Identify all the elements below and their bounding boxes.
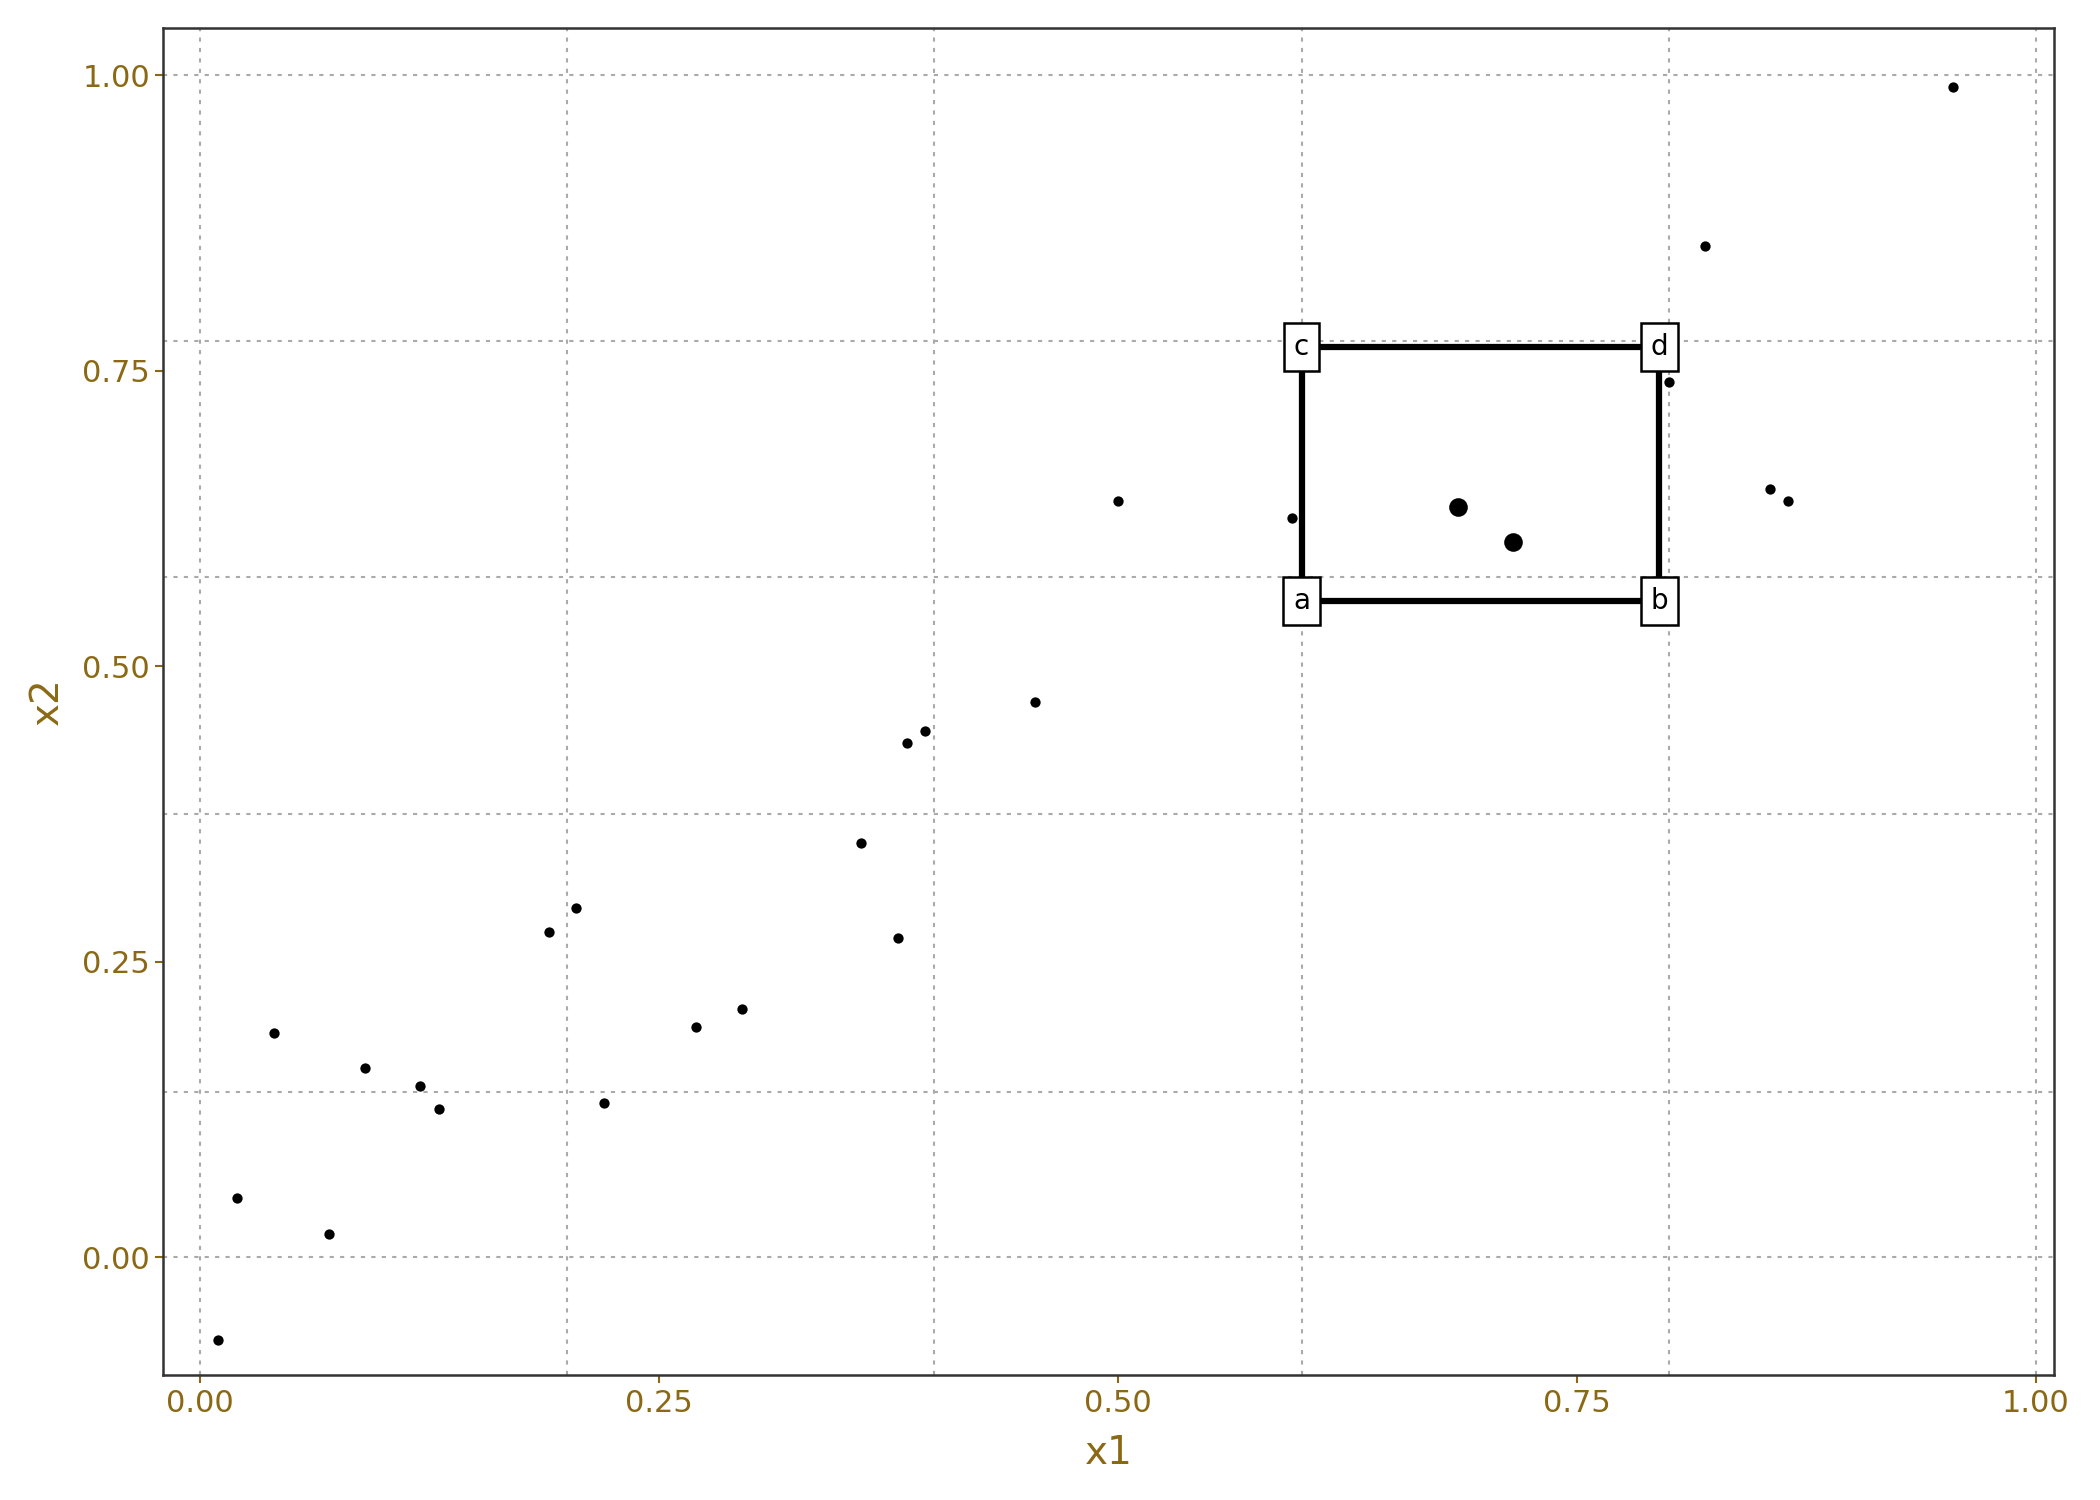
Point	[202, 1328, 235, 1352]
Point	[1936, 75, 1970, 99]
Point	[890, 730, 924, 754]
Point	[1653, 370, 1686, 394]
Point	[588, 1092, 622, 1116]
Point	[559, 897, 592, 921]
Point	[909, 718, 943, 742]
Text: d: d	[1651, 333, 1667, 362]
Point	[1770, 489, 1804, 513]
Point	[1688, 234, 1722, 258]
Y-axis label: x2: x2	[27, 678, 65, 726]
Point	[844, 831, 878, 855]
Point	[1100, 489, 1134, 513]
Point	[678, 1014, 712, 1038]
Point	[1294, 602, 1327, 625]
Point	[880, 926, 914, 950]
Point	[1275, 507, 1308, 531]
Text: c: c	[1294, 333, 1308, 362]
Point	[256, 1020, 290, 1044]
Point	[1495, 530, 1529, 554]
Point	[403, 1074, 437, 1098]
Point	[311, 1221, 344, 1245]
Point	[1754, 477, 1787, 501]
Point	[531, 920, 565, 944]
Text: a: a	[1294, 586, 1310, 615]
Point	[422, 1098, 456, 1122]
Point	[724, 998, 758, 1022]
Point	[1441, 495, 1474, 519]
Point	[1018, 690, 1052, 714]
Point	[349, 1056, 382, 1080]
Text: b: b	[1651, 586, 1667, 615]
Point	[220, 1186, 254, 1210]
X-axis label: x1: x1	[1086, 1434, 1132, 1472]
